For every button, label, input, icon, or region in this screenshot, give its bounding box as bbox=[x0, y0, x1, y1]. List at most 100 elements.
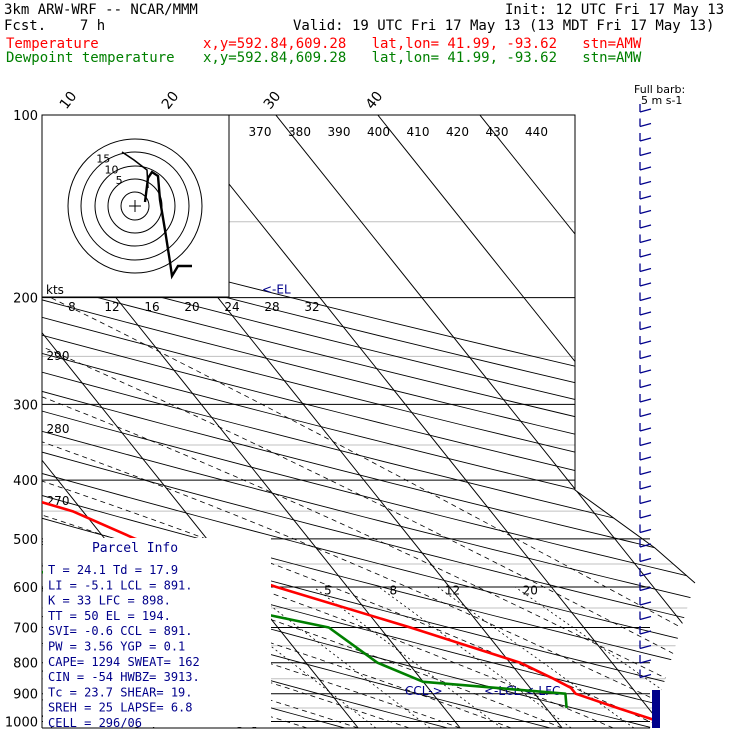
wind-barb bbox=[639, 510, 652, 519]
theta-label: 390 bbox=[328, 125, 351, 139]
pressure-label: 800 bbox=[13, 657, 38, 672]
wind-barb bbox=[639, 669, 652, 679]
dry-adiabat bbox=[42, 115, 695, 728]
hodograph-speed-tick: 20 bbox=[184, 300, 199, 314]
moist-adiabat bbox=[42, 290, 695, 728]
wind-barb bbox=[639, 655, 652, 664]
wind-barb bbox=[639, 437, 652, 447]
dry-adiabat bbox=[42, 115, 695, 728]
dewpoint-location: x,y=592.84,609.28 lat,lon= 41.99, -93.62… bbox=[203, 50, 642, 66]
wind-barb bbox=[639, 481, 652, 490]
wind-legend-label: Full barb: bbox=[634, 83, 685, 96]
hodograph-ring bbox=[67, 138, 203, 274]
moist-adiabat bbox=[42, 290, 512, 728]
hodograph-speed-tick: 32 bbox=[304, 300, 319, 314]
moist-adiabat bbox=[42, 290, 461, 728]
forecast-hour: Fcst. 7 h bbox=[4, 18, 106, 34]
hodograph-speed-tick: 28 bbox=[264, 300, 279, 314]
mixing-ratio-line bbox=[245, 586, 431, 728]
wind-barb bbox=[639, 234, 652, 244]
wind-barb bbox=[639, 626, 652, 635]
ccl-annotation: CCL-> bbox=[405, 684, 443, 698]
wind-barb bbox=[639, 394, 652, 403]
parcel-info-row: SREH = 25 LAPSE= 6.8 bbox=[48, 701, 193, 715]
moist-adiabat bbox=[42, 290, 695, 728]
theta-label: 290 bbox=[47, 349, 70, 363]
dry-adiabat bbox=[42, 115, 556, 728]
wind-barb bbox=[639, 162, 652, 171]
pressure-label: 400 bbox=[13, 474, 38, 489]
temperature-location: x,y=592.84,609.28 lat,lon= 41.99, -93.62… bbox=[203, 36, 642, 52]
parcel-info-row: Tc = 23.7 SHEAR= 19. bbox=[48, 685, 193, 699]
dry-adiabat bbox=[42, 115, 695, 728]
dry-adiabat bbox=[42, 115, 695, 728]
hodograph-speed-tick: 24 bbox=[224, 300, 239, 314]
wind-barb bbox=[639, 278, 652, 287]
wind-barb bbox=[639, 423, 652, 432]
wind-barb bbox=[639, 582, 652, 592]
dry-adiabat bbox=[42, 115, 453, 728]
valid-time: Valid: 19 UTC Fri 17 May 13 (13 MDT Fri … bbox=[293, 18, 715, 34]
parcel-info-row: TT = 50 EL = 194. bbox=[48, 609, 171, 623]
dry-adiabat bbox=[42, 115, 695, 728]
wind-barb bbox=[639, 539, 652, 548]
parcel-info-row: CELL = 296/06 bbox=[48, 716, 142, 730]
dry-adiabat bbox=[42, 115, 695, 728]
wind-barb bbox=[639, 597, 652, 606]
wind-barb bbox=[639, 379, 652, 389]
parcel-info-box bbox=[43, 538, 271, 727]
wind-barb bbox=[639, 408, 652, 418]
wind-barb bbox=[639, 147, 652, 157]
isotherm bbox=[479, 115, 695, 728]
parcel-info-row: CIN = -54 HWBZ= 3913. bbox=[48, 670, 200, 684]
wind-barb bbox=[639, 220, 652, 229]
mixing-ratio-label: 5 bbox=[324, 584, 332, 598]
wind-barb bbox=[639, 452, 652, 461]
wind-barb bbox=[639, 365, 652, 374]
wind-barb bbox=[639, 321, 652, 331]
wind-barb bbox=[639, 336, 652, 345]
pressure-label: 700 bbox=[13, 622, 38, 637]
isotherm bbox=[42, 115, 359, 728]
wind-barb-cluster bbox=[652, 690, 660, 728]
isotherm-label: 30 bbox=[261, 89, 285, 113]
pressure-label: 300 bbox=[13, 398, 38, 413]
moist-adiabat bbox=[42, 290, 665, 728]
pressure-label: 200 bbox=[13, 292, 38, 307]
hodograph-ring bbox=[94, 165, 176, 247]
wind-barb bbox=[639, 191, 652, 200]
el-annotation: <-EL bbox=[262, 283, 291, 297]
wind-barb bbox=[639, 495, 652, 505]
wind-barb bbox=[639, 524, 652, 534]
isotherm bbox=[173, 115, 665, 728]
parcel-info-row: T = 24.1 Td = 17.9 bbox=[48, 563, 178, 577]
hodograph-ring bbox=[120, 191, 150, 221]
dry-adiabat bbox=[42, 115, 695, 728]
dewpoint-profile bbox=[42, 115, 568, 709]
wind-barb bbox=[639, 104, 652, 113]
hodograph-unit: kts bbox=[46, 283, 64, 297]
hodograph-speed-tick: 8 bbox=[68, 300, 76, 314]
theta-label: 280 bbox=[47, 422, 70, 436]
hodograph-ring-label: 15 bbox=[96, 152, 110, 165]
parcel-info-row: LI = -5.1 LCL = 891. bbox=[48, 578, 193, 592]
wind-barb bbox=[639, 118, 652, 128]
dry-adiabat bbox=[42, 115, 695, 728]
theta-label: 380 bbox=[288, 125, 311, 139]
hodograph-ring bbox=[80, 151, 190, 261]
pressure-label: 1000 bbox=[5, 715, 38, 730]
theta-label: 440 bbox=[525, 125, 548, 139]
wind-barb bbox=[639, 611, 652, 621]
theta-label: 400 bbox=[367, 125, 390, 139]
hodograph-speed-tick: 12 bbox=[104, 300, 119, 314]
mixing-ratio-label: 20 bbox=[523, 584, 538, 598]
wind-barb bbox=[639, 176, 652, 186]
parcel-info-row: CAPE= 1294 SWEAT= 162 bbox=[48, 655, 200, 669]
parcel-info-row: PW = 3.56 YGP = 0.1 bbox=[48, 640, 185, 654]
dry-adiabat bbox=[42, 115, 695, 728]
theta-label: 420 bbox=[446, 125, 469, 139]
parcel-info-title: Parcel Info bbox=[92, 541, 178, 556]
hodograph-speed-tick: 16 bbox=[144, 300, 159, 314]
theta-label: 410 bbox=[407, 125, 430, 139]
